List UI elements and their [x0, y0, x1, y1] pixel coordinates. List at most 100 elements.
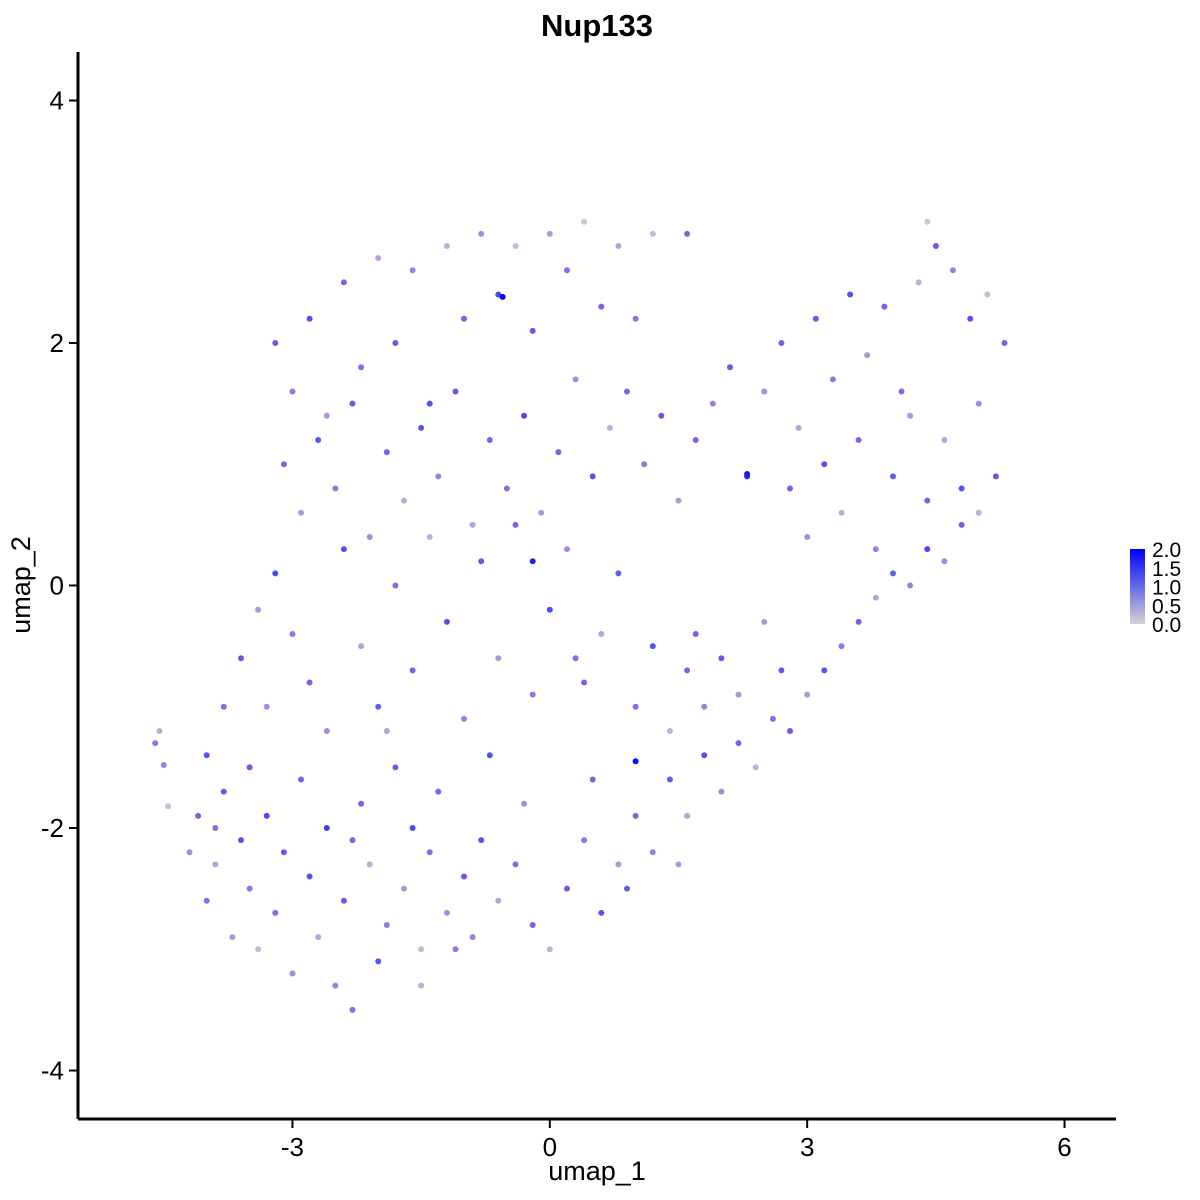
scatter-point — [975, 509, 982, 516]
scatter-point — [521, 800, 528, 807]
scatter-point — [675, 861, 682, 868]
scatter-point — [478, 837, 485, 844]
scatter-point — [160, 762, 167, 768]
chart-title: Nup133 — [541, 8, 653, 43]
scatter-point — [469, 521, 476, 528]
color-legend: 0.00.51.01.52.0 — [1130, 539, 1181, 637]
scatter-point — [769, 715, 776, 722]
scatter-point — [890, 570, 896, 577]
scatter-point — [641, 461, 648, 468]
scatter-point — [684, 230, 691, 237]
scatter-point — [864, 352, 871, 359]
scatter-point — [165, 803, 172, 810]
scatter-point — [787, 485, 793, 492]
scatter-point — [401, 885, 407, 892]
scatter-point — [289, 631, 296, 637]
scatter-point — [358, 800, 365, 807]
scatter-point — [272, 570, 279, 577]
scatter-point — [907, 412, 914, 419]
scatter-point — [512, 521, 519, 528]
scatter-point — [306, 679, 313, 686]
color-legend-bar — [1130, 549, 1145, 624]
scatter-point — [804, 534, 811, 540]
scatter-point — [443, 909, 450, 916]
legend-tick-label: 1.0 — [1152, 577, 1181, 600]
scatter-point — [1001, 340, 1008, 346]
scatter-point — [804, 691, 811, 698]
scatter-point — [220, 703, 227, 710]
scatter-point — [238, 837, 244, 844]
scatter-point — [469, 934, 476, 941]
scatter-point — [855, 437, 862, 443]
scatter-point — [529, 558, 536, 565]
scatter-point — [529, 327, 536, 334]
scatter-point — [323, 825, 330, 831]
scatter-point — [735, 691, 742, 698]
scatter-point — [272, 340, 279, 346]
scatter-point — [152, 740, 159, 747]
scatter-point — [383, 449, 390, 456]
scatter-point — [838, 509, 845, 516]
scatter-point — [280, 849, 287, 856]
scatter-point — [358, 364, 365, 371]
scatter-point — [366, 534, 373, 540]
scatter-point — [512, 243, 519, 249]
scatter-point — [289, 388, 296, 395]
scatter-point — [564, 546, 570, 553]
scatter-point — [418, 982, 425, 989]
scatter-point — [255, 606, 262, 613]
scatter-point — [280, 461, 287, 468]
scatter-point — [890, 473, 896, 480]
scatter-point — [787, 728, 793, 734]
scatter-point — [632, 812, 639, 819]
scatter-point — [572, 655, 579, 662]
scatter-point — [375, 703, 382, 710]
x-tick-label: 0 — [543, 1132, 557, 1162]
scatter-point — [156, 728, 163, 734]
scatter-point — [872, 546, 879, 553]
scatter-point — [684, 812, 691, 819]
scatter-point — [332, 982, 339, 989]
scatter-point — [984, 291, 991, 298]
scatter-point — [581, 837, 588, 844]
scatter-point — [529, 691, 536, 698]
scatter-point — [546, 606, 553, 613]
scatter-point — [529, 922, 536, 928]
scatter-point — [315, 934, 322, 941]
scatter-point — [323, 412, 330, 419]
scatter-point — [323, 728, 330, 734]
y-tick-label: -2 — [41, 813, 64, 843]
scatter-point — [495, 897, 502, 904]
scatter-point — [684, 667, 691, 674]
scatter-point — [383, 728, 390, 734]
scatter-point — [212, 825, 219, 831]
scatter-point — [461, 715, 467, 722]
axes — [76, 52, 1116, 1121]
scatter-point — [761, 618, 768, 625]
scatter-point — [392, 582, 399, 589]
legend-tick-label: 0.0 — [1152, 614, 1181, 637]
scatter-point — [632, 703, 639, 710]
scatter-point — [418, 946, 425, 953]
scatter-point — [435, 473, 442, 480]
scatter-point — [606, 424, 613, 431]
y-tick-label: 2 — [50, 328, 64, 358]
scatter-point — [452, 388, 459, 395]
scatter-point — [778, 340, 785, 346]
scatter-point — [418, 424, 425, 431]
scatter-point — [409, 667, 416, 674]
scatter-point — [289, 970, 296, 977]
scatter-point — [727, 364, 733, 371]
scatter-point — [220, 788, 227, 795]
scatter-point — [692, 437, 699, 443]
scatter-point — [812, 315, 819, 322]
scatter-point — [795, 424, 802, 431]
scatter-point — [581, 679, 588, 686]
scatter-point — [340, 897, 347, 904]
scatter-point — [443, 618, 450, 625]
scatter-point — [340, 279, 347, 286]
scatter-point — [461, 873, 467, 880]
scatter-points — [152, 218, 1008, 1013]
scatter-point — [212, 861, 219, 868]
scatter-point — [924, 218, 931, 225]
